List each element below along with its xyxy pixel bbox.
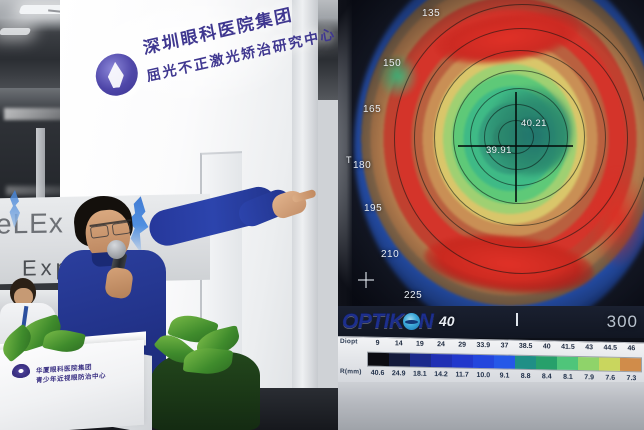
center-reading-secondary: 39.91 xyxy=(486,145,512,156)
color-swatch xyxy=(515,355,536,370)
optikon-name-part1: OPTIK xyxy=(342,310,405,333)
color-swatch xyxy=(368,352,389,367)
color-swatch xyxy=(599,357,620,371)
color-swatch xyxy=(410,353,431,367)
reference-cross-icon xyxy=(358,272,374,288)
projection-screen: 135 150 165 T 180 195 210 225 40.21 39.9… xyxy=(338,0,644,430)
axis-label-195: 195 xyxy=(364,203,383,214)
axis-label-150: 150 xyxy=(383,58,402,69)
axis-label-225: 225 xyxy=(404,290,423,301)
display-right-value: 300 xyxy=(606,312,638,331)
wall-logo-emblem-icon xyxy=(94,51,139,98)
hallway-light-band xyxy=(6,186,86,195)
wall-graphic-flame-icon xyxy=(9,190,20,228)
color-swatch xyxy=(452,354,473,368)
axis-prefix-t: T xyxy=(346,155,352,165)
device-brand-bar xyxy=(338,306,644,338)
color-swatch xyxy=(473,354,494,369)
optikon-eye-icon xyxy=(402,313,420,330)
color-swatch xyxy=(389,353,410,367)
crosshair-vertical xyxy=(515,92,517,202)
center-reading-primary: 40.21 xyxy=(521,118,547,129)
diopter-tick-container: 9 14 19 24 29 33.9 37 38.5 40 41.5 43 44.5 46 xyxy=(338,338,644,352)
device-model-number: 40 xyxy=(439,313,455,329)
screen-lower-surface xyxy=(338,382,644,430)
center-tick-marker xyxy=(516,313,518,326)
color-swatch xyxy=(557,356,578,371)
axis-label-210: 210 xyxy=(381,249,400,260)
attendee-face xyxy=(14,288,33,306)
axis-label-180: 180 xyxy=(353,160,372,171)
wall-edge xyxy=(292,0,318,430)
topography-display: 135 150 165 T 180 195 210 225 40.21 39.9… xyxy=(338,0,644,335)
ceiling-light xyxy=(0,28,32,35)
diopter-row-label: Diopt xyxy=(340,338,358,346)
optikon-logo: OPTIK N xyxy=(342,310,434,334)
color-swatch xyxy=(620,357,641,372)
color-swatch xyxy=(431,353,452,368)
color-swatch xyxy=(578,357,599,371)
mire-ring xyxy=(394,4,644,274)
diopter-tick-label: 46 xyxy=(627,345,636,353)
color-swatch xyxy=(494,355,515,369)
conference-room-scene: 深圳眼科医院集团 屈光不正激光矫治研究中心 eLEx Expe xyxy=(0,0,340,430)
radius-row-label: R(mm) xyxy=(340,368,362,376)
optikon-name-part2: N xyxy=(418,310,434,333)
axis-label-165: 165 xyxy=(363,104,382,115)
wall-sign-text-a: eLEx xyxy=(0,207,64,240)
color-swatch xyxy=(536,356,557,370)
crosshair-horizontal xyxy=(458,145,573,147)
axis-label-135: 135 xyxy=(422,8,441,19)
